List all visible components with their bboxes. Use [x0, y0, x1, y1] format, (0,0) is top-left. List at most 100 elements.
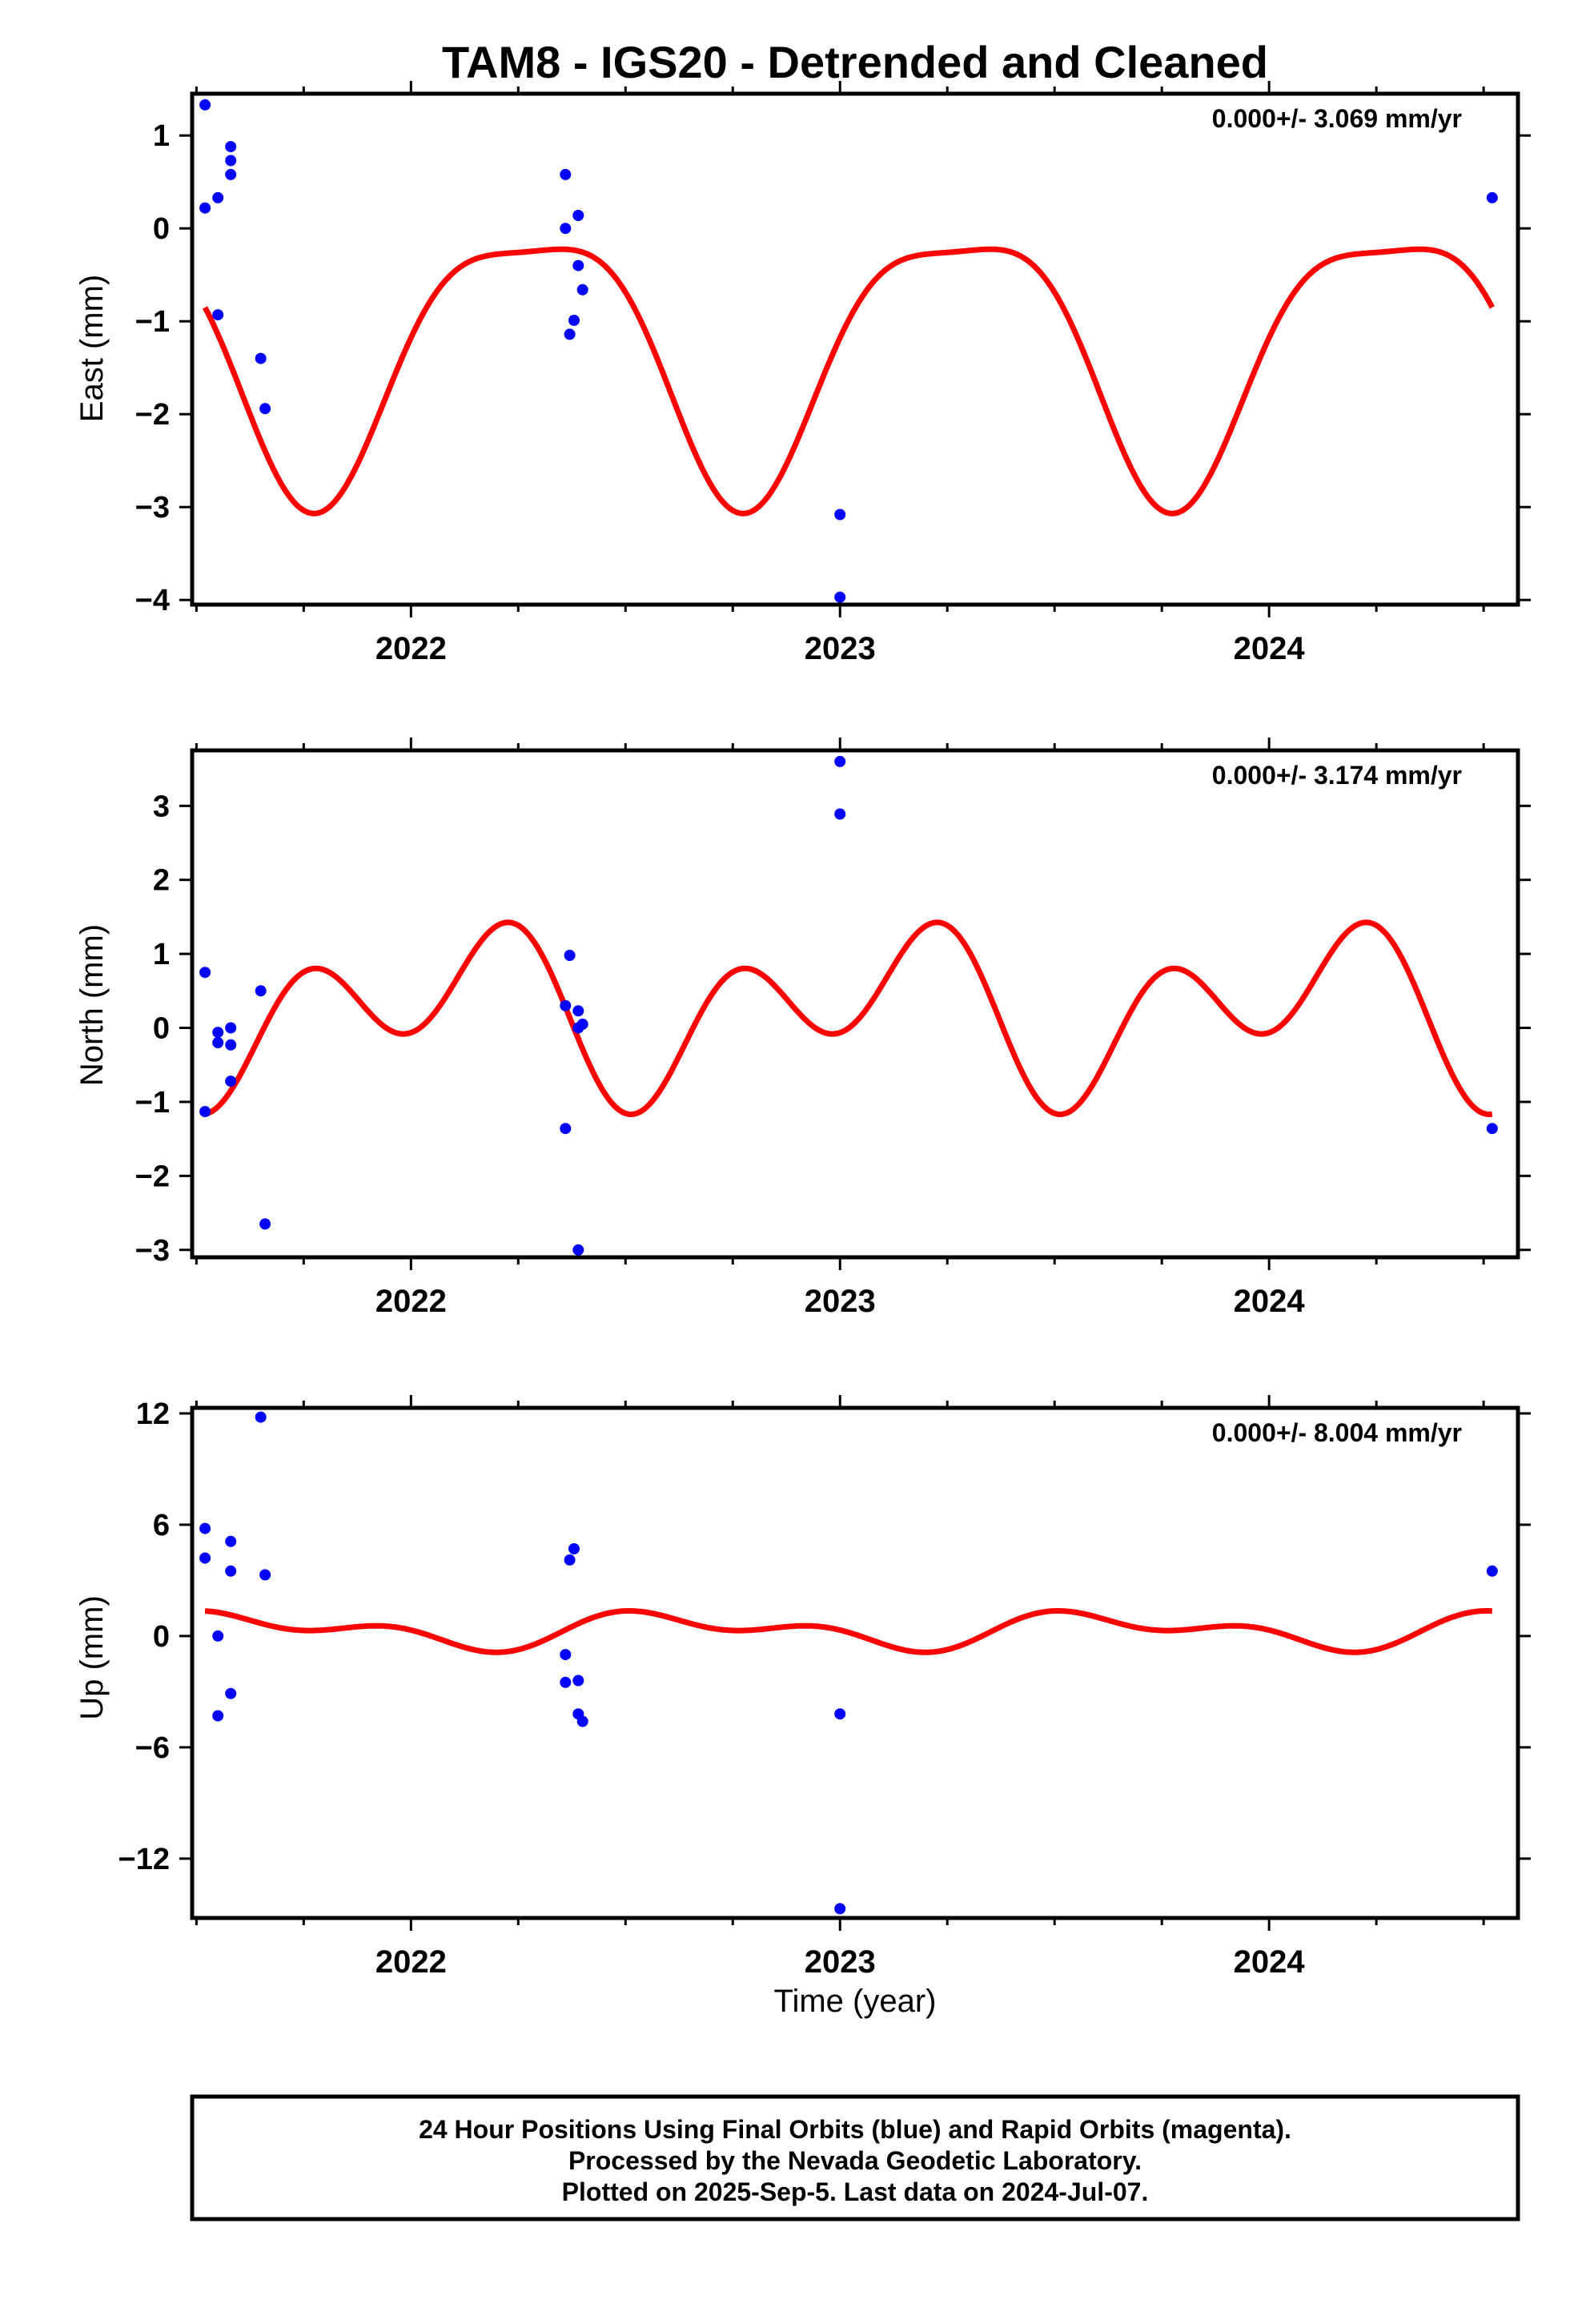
data-point — [212, 1710, 224, 1722]
data-point — [259, 1569, 271, 1581]
data-point — [199, 99, 211, 111]
x-tick-label: 2024 — [1234, 631, 1306, 666]
data-point — [560, 223, 572, 235]
data-point — [834, 591, 846, 603]
data-point — [212, 1037, 224, 1048]
footer-line-3: Plotted on 2025-Sep-5. Last data on 2024… — [562, 2177, 1149, 2206]
data-point — [225, 1076, 237, 1088]
x-tick-label: 2022 — [375, 1944, 447, 1980]
y-tick-label: −3 — [135, 491, 170, 525]
data-point — [225, 1687, 237, 1699]
data-point — [225, 1022, 237, 1034]
data-point — [212, 191, 224, 203]
data-point — [225, 1039, 237, 1051]
data-point — [1486, 191, 1498, 203]
rate-label: 0.000+/- 8.004 mm/yr — [1212, 1418, 1462, 1447]
model-curve — [203, 1608, 1494, 1655]
rate-label: 0.000+/- 3.069 mm/yr — [1212, 104, 1462, 133]
data-point — [212, 309, 224, 321]
y-tick-label: 0 — [153, 1012, 170, 1046]
data-point — [255, 985, 267, 997]
y-tick-label: 1 — [153, 119, 170, 153]
data-point — [1486, 1123, 1498, 1135]
data-point — [560, 1676, 572, 1688]
footer-line-1: 24 Hour Positions Using Final Orbits (bl… — [419, 2115, 1291, 2144]
x-tick-label: 2022 — [375, 631, 447, 666]
x-tick-label: 2023 — [805, 1284, 876, 1319]
data-point — [564, 1554, 576, 1566]
data-point — [255, 352, 267, 364]
data-point — [572, 259, 584, 271]
y-tick-label: −4 — [135, 584, 170, 617]
data-point — [560, 168, 572, 180]
data-point — [834, 755, 846, 767]
y-axis-label: Up (mm) — [74, 1595, 110, 1720]
data-point — [834, 1708, 846, 1720]
footer-line-2: Processed by the Nevada Geodetic Laborat… — [568, 2146, 1142, 2175]
y-tick-label: −1 — [135, 1086, 170, 1120]
plot-frame — [190, 91, 1520, 607]
x-tick-label: 2023 — [805, 1944, 876, 1980]
chart-title: TAM8 - IGS20 - Detrended and Cleaned — [442, 37, 1268, 87]
data-point — [572, 1675, 584, 1687]
y-tick-label: −1 — [135, 305, 170, 339]
data-point — [225, 155, 237, 167]
north-panel: 3 2 1 0 −1 −2 −3 2022 2023 2024 North (mm) 0.000+/-… — [74, 738, 1531, 1319]
data-point — [225, 141, 237, 153]
data-point — [568, 1543, 580, 1554]
x-axis-label: Time (year) — [774, 1984, 937, 2019]
east-panel: 1 0 −1 −2 −3 −4 2022 2023 2024 East (mm) 0.000+/- … — [74, 81, 1531, 666]
up-panel: 12 6 0 −6 −12 2022 2023 2024 Up (mm) 0.000+/- 8.0… — [74, 1395, 1531, 1980]
plot-frame — [190, 1405, 1520, 1920]
data-point — [199, 1552, 211, 1564]
data-point — [576, 1715, 588, 1727]
y-tick-label: −2 — [135, 1160, 170, 1193]
x-tick-label: 2024 — [1234, 1284, 1306, 1319]
data-point — [1486, 1565, 1498, 1577]
data-point — [572, 1005, 584, 1017]
data-point — [225, 168, 237, 180]
data-point — [259, 1218, 271, 1230]
y-tick-label: 1 — [153, 938, 170, 971]
data-point — [199, 967, 211, 979]
data-point — [572, 210, 584, 221]
data-point — [259, 403, 271, 415]
data-point — [576, 283, 588, 296]
model-curve — [202, 246, 1495, 517]
plot-frame — [190, 748, 1520, 1260]
y-axis-label: North (mm) — [74, 924, 110, 1086]
data-point — [572, 1244, 584, 1256]
y-tick-label: 6 — [153, 1509, 170, 1542]
y-tick-label: 12 — [136, 1397, 170, 1431]
y-tick-label: 2 — [153, 864, 170, 898]
y-axis-label: East (mm) — [74, 275, 110, 422]
data-point — [225, 1565, 237, 1577]
data-point — [560, 1649, 572, 1661]
data-point — [568, 315, 580, 326]
data-point — [576, 1018, 588, 1030]
y-tick-label: 3 — [153, 790, 170, 823]
data-point — [199, 1106, 211, 1117]
data-point — [212, 1027, 224, 1039]
rate-label: 0.000+/- 3.174 mm/yr — [1212, 761, 1462, 790]
data-point — [560, 1123, 572, 1135]
y-tick-label: −3 — [135, 1234, 170, 1268]
y-tick-label: 0 — [153, 212, 170, 246]
data-point — [834, 808, 846, 820]
data-point — [225, 1535, 237, 1547]
data-point — [834, 1903, 846, 1915]
data-point — [564, 950, 576, 961]
data-point — [834, 509, 846, 521]
y-tick-label: 0 — [153, 1620, 170, 1654]
data-point — [564, 328, 576, 340]
data-point — [199, 1522, 211, 1534]
data-point — [212, 1630, 224, 1642]
x-tick-label: 2023 — [805, 631, 876, 666]
y-tick-label: −12 — [118, 1843, 170, 1876]
y-tick-label: −2 — [135, 398, 170, 432]
footer-box: 24 Hour Positions Using Final Orbits (bl… — [190, 2094, 1520, 2221]
data-point — [199, 202, 211, 214]
x-tick-label: 2022 — [375, 1284, 447, 1319]
x-tick-label: 2024 — [1234, 1944, 1306, 1980]
